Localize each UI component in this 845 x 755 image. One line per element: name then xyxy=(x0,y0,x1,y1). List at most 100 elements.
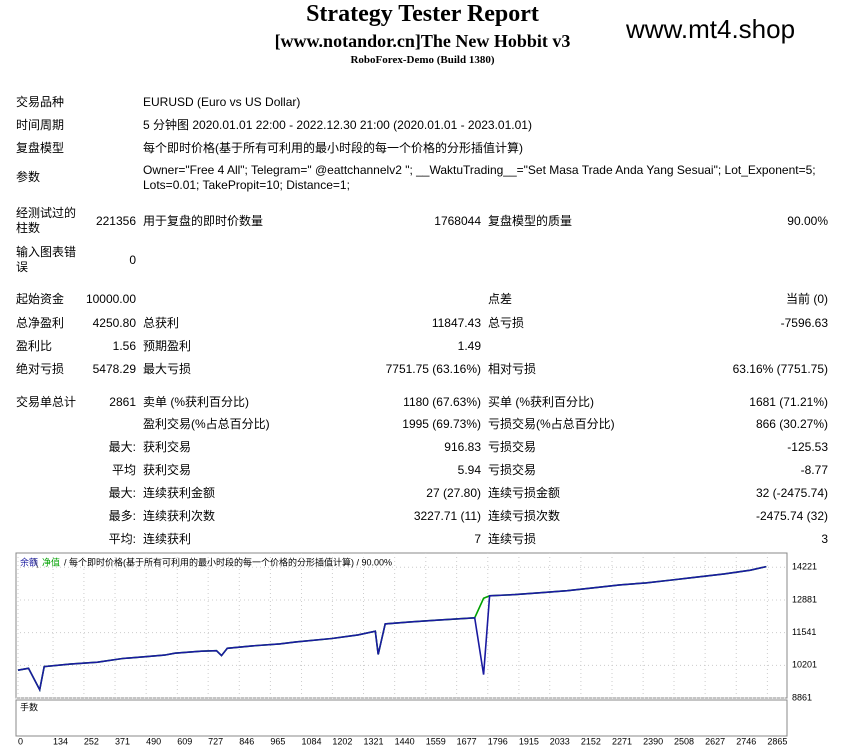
stat-value: 27 (27.80) xyxy=(426,486,481,500)
x-tick-label: 2271 xyxy=(612,736,632,746)
x-tick-label: 1440 xyxy=(395,736,415,746)
stat-value: 221356 xyxy=(95,214,136,228)
stat-value: 32 (-2475.74) xyxy=(755,486,828,500)
stat-label: 预期盈利 xyxy=(143,339,192,353)
stat-value: 1681 (71.21%) xyxy=(749,395,828,409)
stat-label: 买单 (%获利百分比) xyxy=(488,395,594,409)
x-tick-label: 1084 xyxy=(302,736,322,746)
volume-label: 手数 xyxy=(20,701,38,712)
stat-label: 交易单总计 xyxy=(16,395,77,409)
stat-label: 最大亏损 xyxy=(143,362,192,376)
stat-label: 亏损交易 xyxy=(488,440,537,454)
stat-label: 总亏损 xyxy=(488,316,525,330)
stat-value: 1180 (67.63%) xyxy=(403,395,481,409)
stat-label: 连续获利金额 xyxy=(143,486,216,500)
stat-value: 7751.75 (63.16%) xyxy=(385,362,481,376)
stat-value: 平均 xyxy=(111,463,136,477)
info-label: 复盘模型 xyxy=(16,141,65,155)
x-tick-label: 2508 xyxy=(674,736,694,746)
stat-value: 916.83 xyxy=(444,440,481,454)
stat-label: 亏损交易(%占总百分比) xyxy=(488,417,615,431)
stat-label: 连续亏损次数 xyxy=(488,509,561,523)
y-tick-label: 11541 xyxy=(792,627,816,637)
x-tick-label: 2152 xyxy=(581,736,601,746)
stat-value: 2861 xyxy=(109,395,136,409)
stat-label: 连续获利次数 xyxy=(143,509,216,523)
x-tick-label: 727 xyxy=(208,736,223,746)
stat-label: 连续亏损金额 xyxy=(488,486,561,500)
stat-label: 获利交易 xyxy=(143,440,192,454)
stat-label: 获利交易 xyxy=(143,463,192,477)
y-tick-label: 8861 xyxy=(792,692,812,702)
x-tick-label: 2033 xyxy=(550,736,570,746)
stat-value: 5.94 xyxy=(457,463,481,477)
legend-label: / 每个即时价格(基于所有可利用的最小时段的每一个价格的分形插值计算) / 90… xyxy=(64,556,392,567)
stat-label: 经测试过的柱数 xyxy=(16,206,77,235)
x-tick-label: 252 xyxy=(84,736,99,746)
report-title: Strategy Tester Report xyxy=(306,1,539,27)
legend-label: 净值 xyxy=(42,556,60,567)
stat-value: 1.49 xyxy=(457,339,481,353)
stat-value: 11847.43 xyxy=(431,316,481,330)
x-tick-label: 2627 xyxy=(705,736,725,746)
stat-value: 最多: xyxy=(108,509,136,523)
stat-value: 1.56 xyxy=(112,339,136,353)
stat-value: 5478.29 xyxy=(92,362,136,376)
stat-value: 最大: xyxy=(108,486,136,500)
stat-label: 起始资金 xyxy=(16,292,65,306)
legend-separator xyxy=(33,557,39,569)
x-tick-label: 1915 xyxy=(519,736,539,746)
stat-value: 4250.80 xyxy=(92,316,136,330)
stat-value: 1995 (69.73%) xyxy=(402,417,481,431)
info-label: 时间周期 xyxy=(16,118,65,132)
stat-value: -8.77 xyxy=(800,463,828,477)
x-tick-label: 134 xyxy=(53,736,68,746)
stat-value: 当前 (0) xyxy=(785,292,828,306)
watermark: www.mt4.shop xyxy=(626,14,796,44)
stat-value: 平均: xyxy=(108,532,136,546)
stat-value: -125.53 xyxy=(787,440,828,454)
x-tick-label: 1321 xyxy=(364,736,384,746)
stat-label: 绝对亏损 xyxy=(16,362,65,376)
x-tick-label: 1796 xyxy=(488,736,508,746)
balance-chart: 8861 10201 11541 12881 14221 0 134 252 371 490 609… xyxy=(15,552,817,746)
x-tick-label: 2746 xyxy=(736,736,756,746)
stat-value: -7596.63 xyxy=(780,316,828,330)
stat-label: 亏损交易 xyxy=(488,463,537,477)
stat-value: 3 xyxy=(821,532,828,546)
stat-label: 总净盈利 xyxy=(16,316,65,330)
stat-label: 连续获利 xyxy=(143,532,192,546)
stat-label: 复盘模型的质量 xyxy=(488,214,573,228)
stat-label: 相对亏损 xyxy=(488,362,537,376)
y-tick-label: 12881 xyxy=(792,594,817,604)
y-tick-label: 14221 xyxy=(792,562,817,572)
stat-value: 最大: xyxy=(108,440,136,454)
main-pane xyxy=(15,552,788,699)
volume-pane xyxy=(15,699,788,737)
stat-value: 3227.71 (11) xyxy=(413,509,481,523)
x-tick-label: 965 xyxy=(270,736,285,746)
x-tick-label: 846 xyxy=(239,736,254,746)
x-tick-label: 1559 xyxy=(426,736,446,746)
stat-value: 866 (30.27%) xyxy=(755,417,828,431)
stat-label: 盈利交易(%占总百分比) xyxy=(143,417,270,431)
stat-value: -2475.74 (32) xyxy=(755,509,828,523)
x-tick-label: 371 xyxy=(115,736,130,746)
legend-label: 余额 xyxy=(20,556,38,567)
stat-value: 63.16% (7751.75) xyxy=(732,362,828,376)
info-value: 5 分钟图 2020.01.01 22:00 - 2022.12.30 21:0… xyxy=(143,118,532,132)
report-subtitle: [www.notandor.cn]The New Hobbit v3 xyxy=(274,31,571,51)
stat-label: 输入图表错误 xyxy=(16,245,77,274)
stat-value: 10000.00 xyxy=(85,292,136,306)
stat-label: 连续亏损 xyxy=(488,532,537,546)
stat-label: 点差 xyxy=(488,292,513,306)
x-tick-label: 2390 xyxy=(643,736,663,746)
info-label: 参数 xyxy=(16,170,41,184)
stat-value: 0 xyxy=(129,253,136,267)
stat-label: 卖单 (%获利百分比) xyxy=(143,395,249,409)
stat-label: 盈利比 xyxy=(16,339,53,353)
report-build: RoboForex-Demo (Build 1380) xyxy=(350,54,495,66)
stat-label: 总获利 xyxy=(143,316,180,330)
info-value: Owner="Free 4 All"; Telegram=" @eattchan… xyxy=(143,163,816,192)
stat-label: 用于复盘的即时价数量 xyxy=(143,214,264,228)
